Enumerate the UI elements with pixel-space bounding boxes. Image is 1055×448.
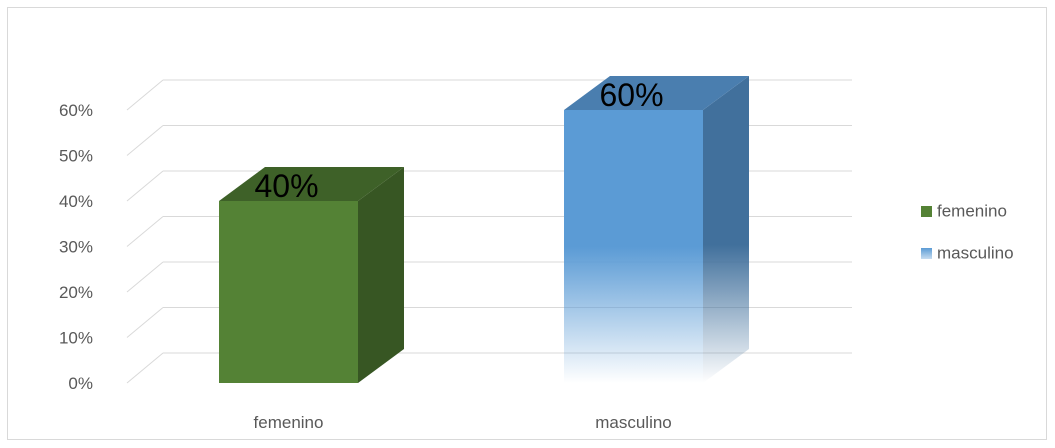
data-label: 40% <box>254 168 318 204</box>
y-axis-tick-labels: 0% 10% 20% 30% 40% 50% 60% <box>59 101 93 393</box>
x-tick-label: masculino <box>595 413 672 432</box>
y-tick-label: 30% <box>59 238 93 257</box>
legend-swatch <box>921 206 932 217</box>
legend-item-femenino: femenino <box>921 202 1007 221</box>
legend-label: femenino <box>937 202 1007 221</box>
gridline-diagonal <box>126 125 164 156</box>
y-tick-label: 10% <box>59 329 93 348</box>
legend: femenino masculino <box>921 202 1014 263</box>
x-tick-label: femenino <box>254 413 324 432</box>
legend-item-masculino: masculino <box>921 244 1014 263</box>
bar-side-face <box>358 167 404 383</box>
bar-side-face <box>703 76 749 383</box>
y-tick-label: 50% <box>59 147 93 166</box>
legend-label: masculino <box>937 244 1014 263</box>
bar-femenino <box>219 167 404 383</box>
gridline-diagonal <box>126 307 164 338</box>
bar-front-face <box>219 201 358 383</box>
bar-top-face <box>219 167 404 201</box>
gridline-diagonal <box>126 216 164 247</box>
chart-frame <box>7 7 1047 440</box>
y-tick-label: 40% <box>59 192 93 211</box>
y-tick-label: 20% <box>59 283 93 302</box>
gridline-diagonal <box>126 79 164 111</box>
bar-front-face <box>564 110 703 383</box>
y-tick-label: 60% <box>59 101 93 120</box>
data-labels: 40% 60% <box>254 77 663 204</box>
gridline-diagonal <box>126 261 164 293</box>
x-axis-tick-labels: femenino masculino <box>254 413 672 432</box>
bar-top-face <box>564 76 749 110</box>
gridline-diagonal <box>126 352 164 384</box>
bar-masculino <box>564 76 749 383</box>
bars <box>219 76 749 383</box>
data-label: 60% <box>599 77 663 113</box>
legend-swatch <box>921 248 932 259</box>
gridline-diagonal <box>126 170 164 202</box>
y-tick-label: 0% <box>68 374 93 393</box>
